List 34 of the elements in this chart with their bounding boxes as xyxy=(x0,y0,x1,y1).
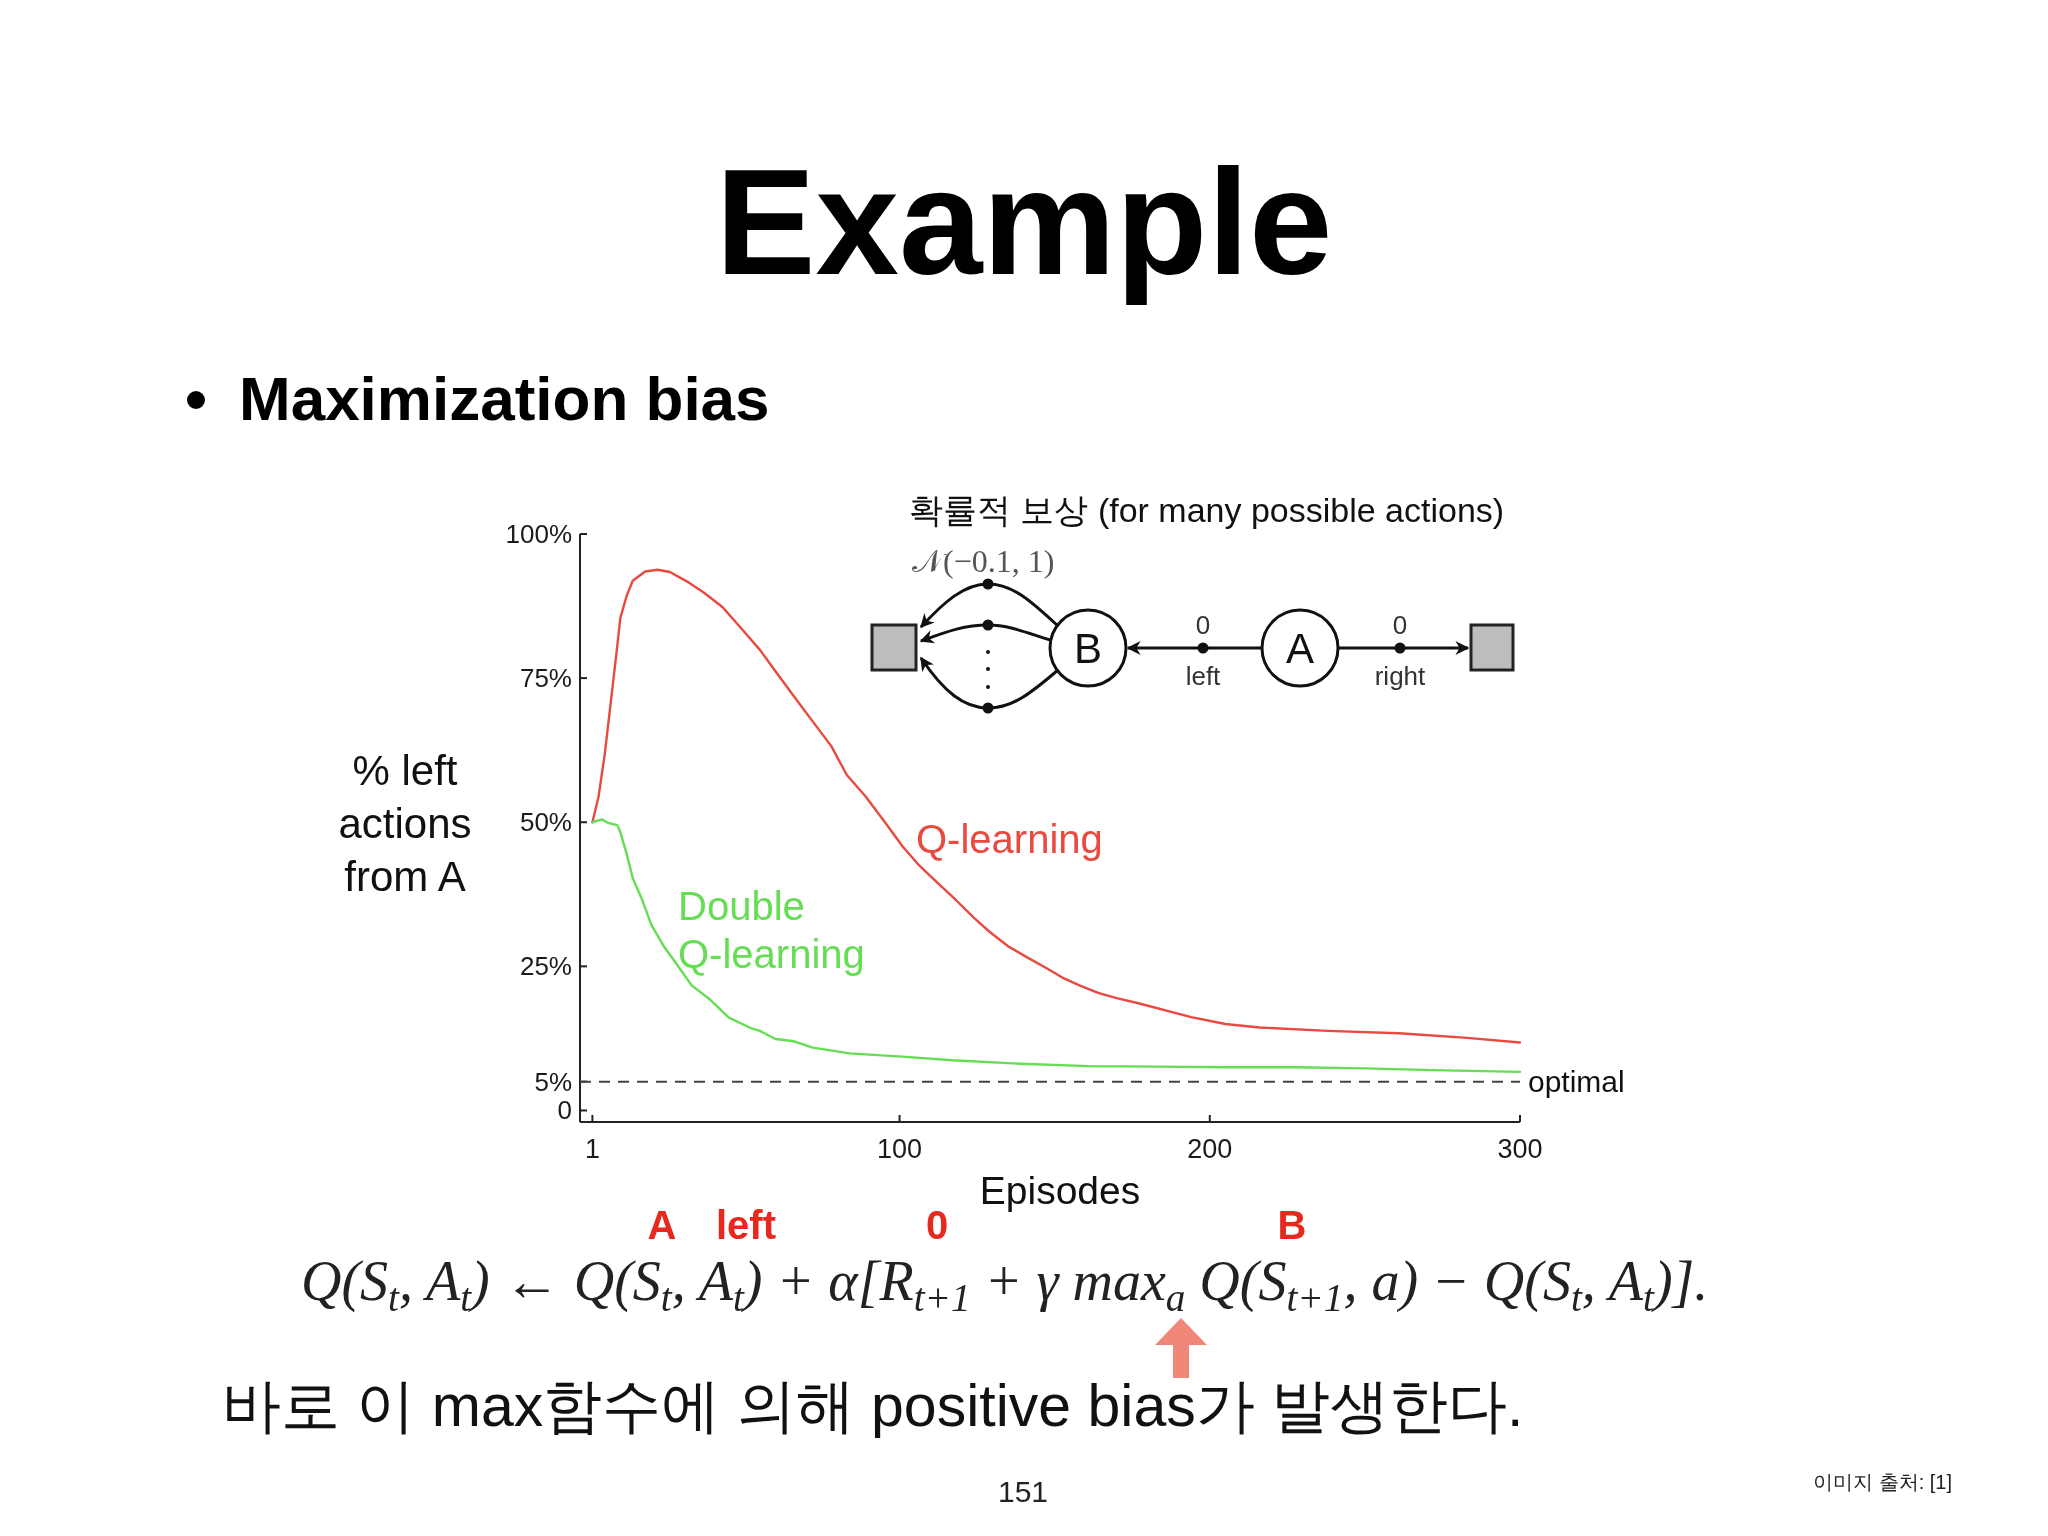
ref-line-label: optimal xyxy=(1528,1064,1625,1098)
annotation: 0 xyxy=(1392,610,1408,640)
annotation: 0 xyxy=(1195,610,1211,640)
y-tick-label: 50% xyxy=(519,807,572,838)
chart-title: Example xyxy=(715,138,1333,306)
text: A xyxy=(647,1203,677,1247)
annotation: left xyxy=(1185,661,1222,691)
y-tick-label: 75% xyxy=(519,663,572,694)
text: 이미지 출처: [1] xyxy=(1813,1471,1952,1493)
text: 확률적 보상 (for many possible actions) xyxy=(909,491,1505,529)
text: 0 xyxy=(925,1203,949,1247)
x-tick-label: 100 xyxy=(877,1134,923,1164)
y-tick-label: 25% xyxy=(519,951,572,982)
text: 151 xyxy=(997,1475,1049,1508)
x-tick-label: 200 xyxy=(1187,1134,1233,1164)
series-label: Double Q-learning xyxy=(678,884,865,976)
text: left xyxy=(716,1203,776,1247)
x-tick-label: 1 xyxy=(584,1134,600,1164)
y-tick-label: 100% xyxy=(505,519,572,549)
annotation: A xyxy=(1285,625,1315,672)
y-tick-label: 0 xyxy=(557,1095,572,1126)
series-label: Q-learning xyxy=(916,817,1103,861)
y-tick-label: 5% xyxy=(534,1066,572,1097)
text: Q(S$_{t}$, A$_{t}$) ← Q(S$_{t}$, A$_{t}$) + α[R$_{t+1}$ + γ max$_{a}$ Q(S$_{t+1}$, a) − Q(S$_{t}$, A$_{t}$)]. xyxy=(301,1250,1709,1320)
annotation: right xyxy=(1374,661,1427,691)
line-series xyxy=(591,818,1522,1074)
text: B xyxy=(1277,1203,1307,1247)
x-tick-label: 300 xyxy=(1497,1134,1543,1164)
annotation: 𝒩(−0.1, 1) xyxy=(912,543,1055,579)
annotation: B xyxy=(1073,625,1103,672)
text: 바로 이 max함수에 의해 positive bias가 발생한다. xyxy=(222,1373,1524,1439)
chart-subtitle: Maximization bias xyxy=(239,364,770,433)
x-axis-title: Episodes xyxy=(979,1169,1141,1212)
y-axis-title: % left actions from A xyxy=(338,747,472,900)
